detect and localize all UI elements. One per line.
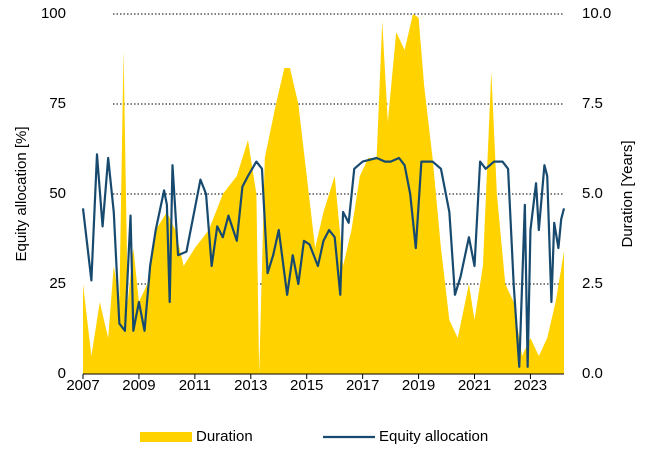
y-axis-label: Equity allocation [%] xyxy=(13,126,30,261)
y-tick-label: 75 xyxy=(49,95,66,112)
legend-swatch xyxy=(140,432,192,442)
x-tick-label: 2023 xyxy=(514,377,547,394)
y2-tick-label: 5.0 xyxy=(582,185,603,202)
y2-tick-label: 2.5 xyxy=(582,275,603,292)
x-tick-label: 2015 xyxy=(290,377,323,394)
y-tick-label: 100 xyxy=(41,5,66,22)
y-tick-label: 50 xyxy=(49,185,66,202)
y2-tick-label: 10.0 xyxy=(582,5,611,22)
duration-area xyxy=(83,14,564,374)
legend-label: Duration xyxy=(196,428,253,445)
y-tick-label: 25 xyxy=(49,275,66,292)
y2-axis-label: Duration [Years] xyxy=(619,140,636,247)
x-tick-label: 2009 xyxy=(122,377,155,394)
y-tick-label: 0 xyxy=(58,365,66,382)
x-tick-label: 2017 xyxy=(346,377,379,394)
y2-tick-label: 7.5 xyxy=(582,95,603,112)
x-tick-label: 2011 xyxy=(179,377,211,394)
x-tick-label: 2019 xyxy=(402,377,435,394)
y2-tick-label: 0.0 xyxy=(582,365,603,382)
x-tick-label: 2013 xyxy=(234,377,267,394)
x-tick-label: 2021 xyxy=(458,377,491,394)
equity-line xyxy=(81,153,566,368)
x-tick-label: 2007 xyxy=(66,377,99,394)
legend-label: Equity allocation xyxy=(379,428,488,445)
